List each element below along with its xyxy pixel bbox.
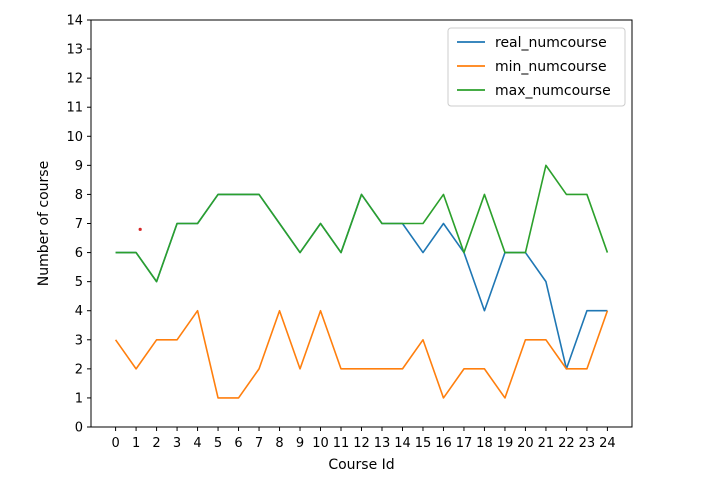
x-tick-label: 16 (435, 436, 452, 451)
x-tick-label: 23 (579, 436, 596, 451)
x-tick-label: 17 (456, 436, 473, 451)
y-tick-label: 13 (66, 43, 83, 58)
legend-entry: max_numcourse (495, 83, 611, 99)
x-tick-label: 9 (296, 436, 304, 451)
y-tick-label: 3 (75, 333, 83, 348)
y-tick-label: 7 (75, 217, 83, 232)
y-tick-label: 14 (66, 14, 83, 29)
x-tick-label: 20 (517, 436, 534, 451)
y-tick-label: 9 (75, 159, 83, 174)
legend-entry: min_numcourse (495, 59, 607, 75)
legend-entry: real_numcourse (495, 35, 607, 51)
x-tick-label: 12 (353, 436, 370, 451)
y-axis-label: Number of course (36, 161, 52, 286)
y-tick-label: 1 (75, 391, 83, 406)
y-tick-label: 4 (75, 304, 83, 319)
x-tick-label: 5 (214, 436, 222, 451)
x-tick-label: 1 (132, 436, 140, 451)
x-tick-label: 10 (312, 436, 329, 451)
legend-box (447, 27, 626, 107)
x-tick-label: 19 (497, 436, 514, 451)
x-tick-label: 6 (234, 436, 242, 451)
x-axis-label: Course Id (328, 457, 394, 473)
y-tick-label: 0 (75, 421, 83, 436)
series-lines (114, 164, 609, 399)
x-tick-label: 22 (558, 436, 575, 451)
x-tick-label: 11 (333, 436, 350, 451)
x-tick-label: 8 (275, 436, 283, 451)
legend: real_numcourse min_numcourse max_numcourse (447, 27, 626, 107)
x-tick-label: 3 (173, 436, 181, 451)
x-tick-label: 21 (538, 436, 555, 451)
y-tick-label: 10 (66, 130, 83, 145)
x-tick-label: 24 (599, 436, 616, 451)
x-tick-label: 13 (374, 436, 391, 451)
y-tick-label: 8 (75, 188, 83, 203)
x-tick-label: 18 (476, 436, 493, 451)
x-tick-label: 15 (415, 436, 432, 451)
y-tick-label: 12 (66, 72, 83, 87)
y-tick-label: 5 (75, 275, 83, 290)
x-tick-label: 4 (193, 436, 201, 451)
x-tick-label: 2 (152, 436, 160, 451)
series-line-max-numcourse (115, 164, 609, 283)
x-axis-ticks: 0 1 2 3 4 5 6 7 8 9 10 11 12 13 14 15 16 17 18 19 20 21 22 23 24 (111, 427, 616, 451)
y-tick-label: 11 (66, 101, 83, 116)
y-tick-label: 2 (75, 362, 83, 377)
annotations (138, 227, 142, 231)
annotation-dot (138, 227, 142, 231)
y-tick-label: 6 (75, 246, 83, 261)
x-tick-label: 7 (255, 436, 263, 451)
x-tick-label: 14 (394, 436, 411, 451)
x-tick-label: 0 (111, 436, 119, 451)
series-line-min-numcourse (114, 309, 609, 399)
